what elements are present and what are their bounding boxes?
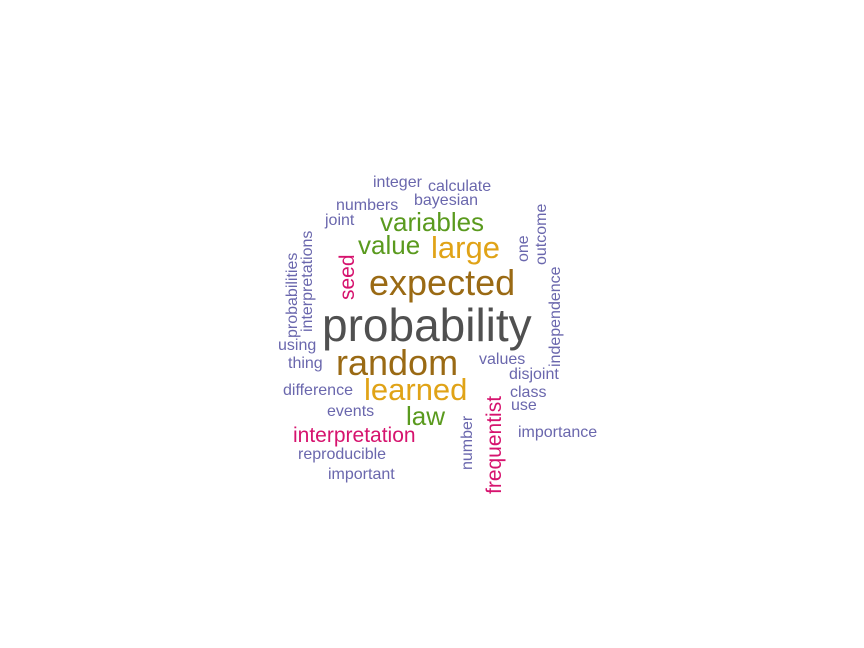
word-using: using (278, 337, 317, 354)
word-interpretation: interpretation (293, 424, 416, 447)
word-integer: integer (373, 174, 422, 191)
word-large: large (431, 230, 500, 265)
word-value: value (358, 230, 421, 260)
word-values: values (479, 351, 526, 368)
word-expected: expected (369, 262, 516, 303)
word-class: class (510, 384, 547, 401)
word-important: important (328, 466, 395, 483)
word-random: random (336, 342, 459, 383)
word-disjoint: disjoint (509, 366, 559, 383)
word-importance: importance (518, 424, 598, 441)
word-bayesian: bayesian (414, 192, 479, 209)
word-frequentist: frequentist (483, 395, 506, 494)
word-law: law (406, 401, 446, 431)
word-interpretations: interpretations (299, 230, 316, 332)
word-independence: independence (547, 266, 564, 367)
word-calculate: calculate (428, 178, 492, 195)
word-thing: thing (288, 355, 323, 372)
word-probability: probability (322, 299, 532, 351)
word-seed: seed (336, 254, 359, 300)
word-numbers: numbers (336, 197, 399, 214)
word-probabilities: probabilities (284, 252, 301, 338)
word-events: events (327, 403, 375, 420)
word-number: number (459, 415, 476, 470)
word-outcome: outcome (533, 203, 550, 265)
word-joint: joint (325, 212, 355, 229)
word-variables: variables (380, 207, 485, 237)
word-learned: learned (364, 372, 468, 407)
word-use: use (511, 397, 537, 414)
word-difference: difference (283, 382, 353, 399)
word-reproducible: reproducible (298, 446, 387, 463)
word-one: one (515, 235, 532, 262)
